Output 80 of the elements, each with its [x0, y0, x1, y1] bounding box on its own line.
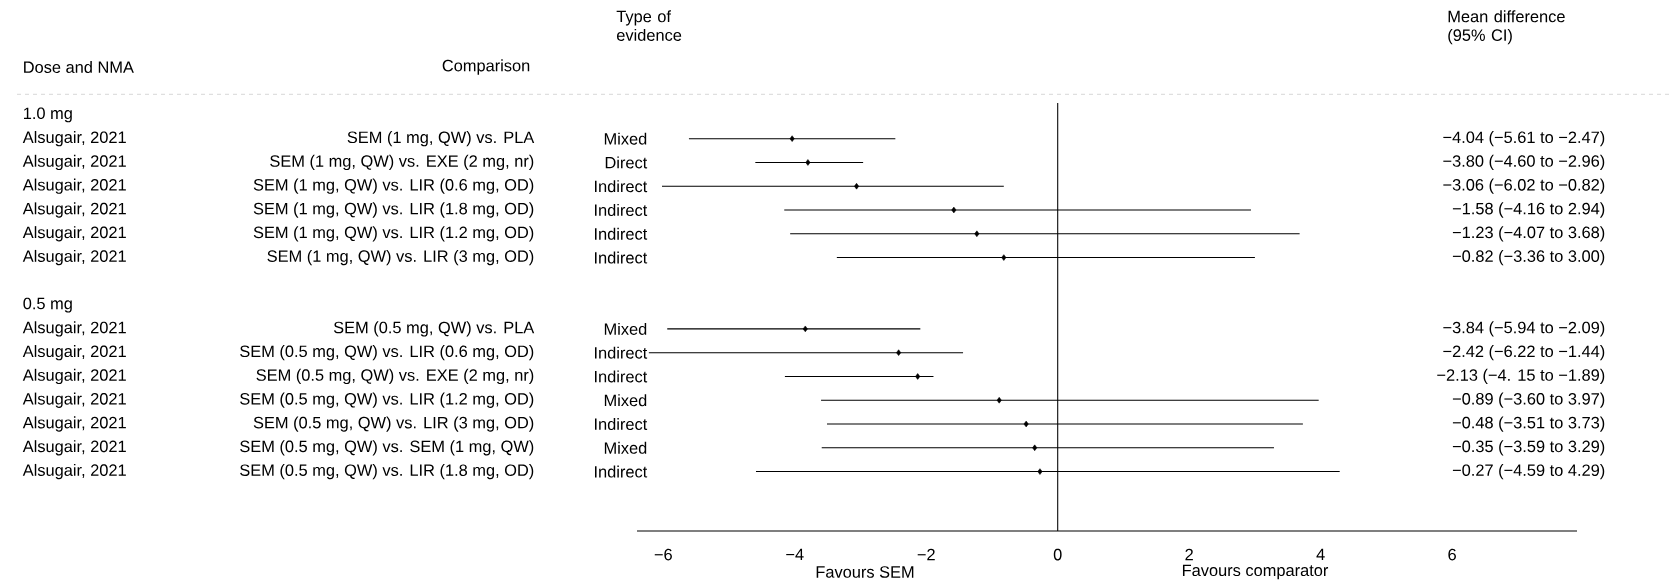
- annotation: −0.82 (−3.36 to 3.00): [1452, 249, 1605, 266]
- x-tick-label: −6: [654, 548, 672, 561]
- point: [951, 206, 957, 214]
- point: [996, 397, 1002, 404]
- annotation: Indirect: [595, 418, 648, 431]
- point: [789, 135, 795, 142]
- text: Comparison: [442, 59, 530, 75]
- annotation: −2.42 (−6.22 to −1.44): [1443, 345, 1605, 361]
- y-tick-label: SEM (0.5 mg, QW) vs. LIR (1.8 mg, OD): [240, 463, 534, 480]
- point: [1001, 254, 1007, 261]
- annotation: Indirect: [595, 346, 648, 359]
- text: Alsugair, 2021: [22, 416, 126, 432]
- text: Alsugair, 2021: [22, 345, 126, 361]
- annotation: −0.35 (−3.59 to 3.29): [1452, 440, 1605, 456]
- annotation: −4.04 (−5.61 to −2.47): [1443, 131, 1605, 147]
- annotation: −1.23 (−4.07 to 3.68): [1452, 226, 1605, 242]
- y-tick-label: SEM (0.5 mg, QW) vs. LIR (3 mg, OD): [253, 416, 534, 432]
- y-tick-label: SEM (0.5 mg, QW) vs. LIR (1.2 mg, OD): [240, 392, 534, 408]
- annotation: −2.13 (−4. 15 to −1.89): [1437, 368, 1605, 385]
- y-tick-label: SEM (1 mg, QW) vs. LIR (3 mg, OD): [267, 249, 534, 266]
- text: Alsugair, 2021: [22, 131, 126, 147]
- y-tick-label: SEM (1 mg, QW) vs. PLA: [347, 131, 535, 147]
- point: [896, 349, 902, 356]
- y-tick-label: SEM (1 mg, QW) vs. LIR (1.2 mg, OD): [253, 226, 534, 242]
- text: Alsugair, 2021: [22, 226, 126, 242]
- text: Alsugair, 2021: [22, 368, 126, 385]
- y-tick-label: SEM (0.5 mg, QW) vs. LIR (0.6 mg, OD): [240, 345, 534, 361]
- text: Alsugair, 2021: [22, 178, 126, 194]
- annotation: Indirect: [595, 465, 648, 478]
- annotation: Mixed: [604, 322, 647, 335]
- point: [915, 373, 921, 380]
- x-tick-label: 2: [1185, 548, 1193, 561]
- y-tick-label: SEM (1 mg, QW) vs. LIR (1.8 mg, OD): [253, 202, 534, 218]
- x-tick-label: 4: [1316, 548, 1325, 561]
- annotation: −0.27 (−4.59 to 4.29): [1452, 463, 1605, 480]
- point: [854, 183, 860, 190]
- x-tick-label: −2: [917, 548, 935, 561]
- annotation: Mixed: [604, 394, 647, 407]
- annotation: −3.84 (−5.94 to −2.09): [1443, 321, 1605, 337]
- annotation: Indirect: [595, 370, 648, 383]
- text: Alsugair, 2021: [22, 154, 126, 171]
- text: Alsugair, 2021: [22, 463, 126, 480]
- text: Alsugair, 2021: [22, 202, 126, 218]
- y-tick-label: SEM (0.5 mg, QW) vs. EXE (2 mg, nr): [256, 368, 534, 385]
- text: Favours comparator: [1182, 564, 1329, 580]
- y-tick-label: SEM (1 mg, QW) vs. EXE (2 mg, nr): [270, 154, 534, 171]
- text: 0.5 mg: [23, 297, 72, 313]
- annotation: Mixed: [604, 132, 647, 145]
- annotation: −0.89 (−3.60 to 3.97): [1452, 392, 1605, 408]
- x-tick-label: 0: [1053, 548, 1062, 561]
- point: [974, 230, 980, 237]
- point: [1032, 444, 1038, 451]
- annotation: Indirect: [595, 251, 648, 264]
- annotation: −3.06 (−6.02 to −0.82): [1443, 178, 1605, 194]
- annotation: Indirect: [595, 203, 648, 217]
- text: 1.0 mg: [24, 107, 72, 123]
- text: Alsugair, 2021: [22, 249, 126, 266]
- y-tick-label: SEM (0.5 mg, QW) vs. SEM (1 mg, QW): [240, 440, 534, 456]
- annotation: Indirect: [595, 180, 648, 193]
- annotation: −1.58 (−4.16 to 2.94): [1452, 202, 1605, 218]
- point: [1023, 420, 1029, 428]
- text: Alsugair, 2021: [22, 321, 126, 337]
- annotation: Mixed: [604, 441, 647, 454]
- point: [805, 159, 811, 166]
- text: Type of evidence: [616, 10, 682, 41]
- x-tick-label: 6: [1448, 548, 1456, 561]
- text: Dose and NMA: [24, 60, 134, 74]
- x-tick-label: −4: [786, 548, 804, 561]
- annotation: −0.48 (−3.51 to 3.73): [1452, 416, 1605, 432]
- text: Alsugair, 2021: [22, 440, 126, 456]
- annotation: −3.80 (−4.60 to −2.96): [1443, 154, 1605, 171]
- text: Alsugair, 2021: [22, 392, 126, 408]
- y-tick-label: SEM (1 mg, QW) vs. LIR (0.6 mg, OD): [253, 178, 534, 194]
- annotation: Direct: [605, 156, 648, 169]
- point: [1037, 468, 1043, 475]
- annotation: Indirect: [595, 227, 648, 240]
- text: Mean difference (95% CI): [1448, 10, 1565, 45]
- point: [802, 325, 808, 333]
- text: Favours SEM: [816, 566, 914, 578]
- y-tick-label: SEM (0.5 mg, QW) vs. PLA: [333, 321, 535, 337]
